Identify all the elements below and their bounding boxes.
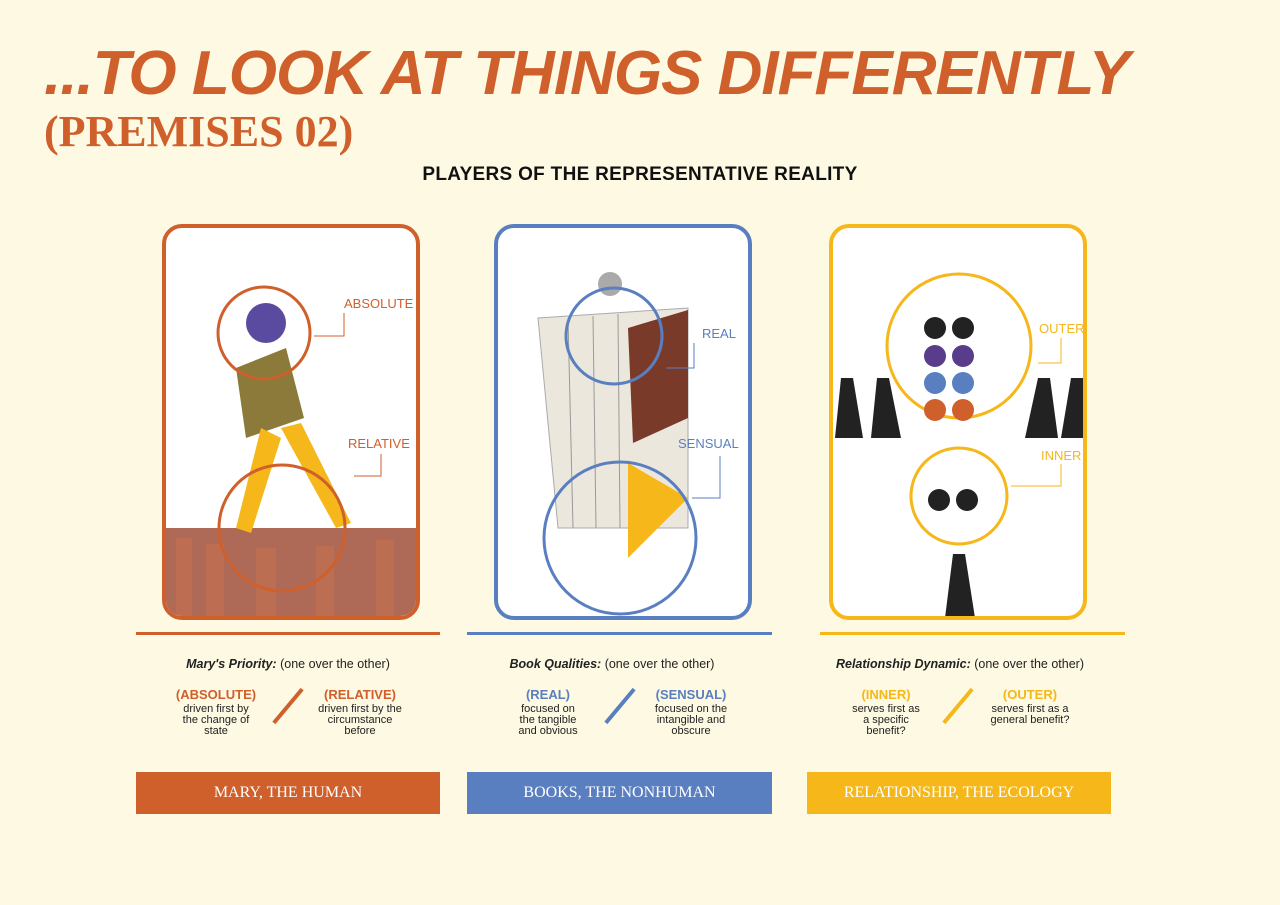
label-outer: OUTER — [1039, 321, 1085, 336]
option-key: (RELATIVE) — [324, 687, 396, 702]
sensual-circle — [542, 460, 698, 616]
people-figures — [835, 378, 1083, 616]
section-heading: PLAYERS OF THE REPRESENTATIVE REALITY — [422, 164, 858, 185]
divider-human — [136, 632, 440, 635]
option-key: (SENSUAL) — [655, 687, 727, 702]
priority-note: (one over the other) — [280, 657, 390, 671]
label-inner: INNER — [1041, 448, 1081, 463]
card-relationship-illustration: OUTER INNER — [829, 224, 1087, 620]
mary-dress — [236, 348, 304, 438]
option-absolute: (ABSOLUTE) driven first by the change of … — [161, 687, 271, 737]
option-desc: focused on the tangible and obvious — [518, 703, 578, 737]
priority-note: (one over the other) — [604, 657, 715, 671]
option-sensual: (SENSUAL) focused on the intangible and o… — [636, 687, 746, 737]
label-relative: RELATIVE — [348, 436, 410, 451]
slash-divider — [272, 687, 304, 725]
option-desc: driven first by the circumstance before — [318, 703, 402, 737]
priority-ecology: Relationship Dynamic: (one over the othe… — [790, 657, 1130, 671]
glasses-stack — [924, 317, 974, 421]
option-desc: serves first as a specific benefit? — [852, 703, 920, 737]
relationship-ecology-button[interactable]: RELATIONSHIP, THE ECOLOGY — [807, 772, 1111, 814]
priority-label: Mary's Priority: — [186, 657, 277, 671]
option-key: (REAL) — [525, 687, 571, 702]
option-desc: focused on the intangible and obscure — [654, 703, 728, 737]
option-real: (REAL) focused on the tangible and obviou… — [493, 687, 603, 737]
divider-nonhuman — [467, 632, 772, 635]
mary-human-button[interactable]: MARY, THE HUMAN — [136, 772, 440, 814]
card-mary-illustration: ABSOLUTE RELATIVE — [162, 224, 420, 620]
inner-circle — [909, 446, 1009, 546]
priority-note: (one over the other) — [974, 657, 1085, 671]
priority-human: Mary's Priority: (one over the other) — [118, 657, 458, 671]
option-inner: (INNER) serves first as a specific benefi… — [831, 687, 941, 737]
slash-divider — [942, 687, 974, 725]
card-books-illustration: REAL SENSUAL — [494, 224, 752, 620]
priority-label: Relationship Dynamic: — [835, 657, 971, 671]
divider-ecology — [820, 632, 1125, 635]
label-real: REAL — [702, 326, 736, 341]
page-subtitle: (PREMISES 02) — [44, 107, 354, 156]
books-illustration: REAL SENSUAL — [537, 272, 739, 616]
priority-nonhuman: Book Qualities: (one over the other) — [442, 657, 782, 671]
relative-circle — [217, 463, 347, 593]
option-key: (INNER) — [861, 687, 911, 702]
option-key: (OUTER) — [1002, 687, 1058, 702]
label-absolute: ABSOLUTE — [344, 296, 414, 311]
option-relative: (RELATIVE) driven first by the circumstan… — [305, 687, 415, 737]
books-nonhuman-button[interactable]: BOOKS, THE NONHUMAN — [467, 772, 772, 814]
option-outer: (OUTER) serves first as a general benefit… — [975, 687, 1085, 726]
mary-illustration: ABSOLUTE RELATIVE — [166, 285, 416, 616]
slash-divider — [604, 687, 636, 725]
page-title: ...TO LOOK AT THINGS DIFFERENTLY — [44, 39, 1130, 108]
option-key: (ABSOLUTE) — [175, 687, 257, 702]
priority-label: Book Qualities: — [509, 657, 602, 671]
real-circle — [564, 286, 664, 386]
absolute-circle — [216, 285, 312, 381]
option-desc: serves first as a general benefit? — [990, 703, 1070, 726]
label-sensual: SENSUAL — [678, 436, 739, 451]
option-desc: driven first by the change of state — [182, 703, 250, 737]
relationship-illustration: OUTER INNER — [835, 272, 1085, 616]
book-cover — [628, 310, 688, 443]
mary-head — [246, 303, 286, 343]
hand — [598, 272, 622, 296]
